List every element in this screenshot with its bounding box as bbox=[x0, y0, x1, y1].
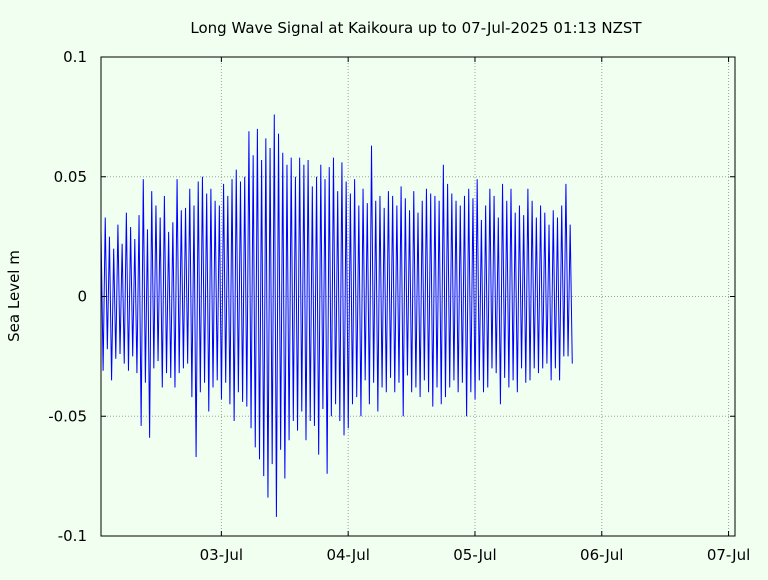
x-tick-label: 07-Jul bbox=[707, 546, 750, 564]
x-tick-label: 04-Jul bbox=[326, 546, 369, 564]
series-layer bbox=[100, 114, 573, 517]
y-tick-label: 0 bbox=[77, 288, 87, 306]
grid-layer bbox=[101, 57, 735, 536]
y-axis-label: Sea Level m bbox=[5, 250, 23, 342]
y-tick-label: 0.1 bbox=[63, 48, 87, 66]
x-tick-label: 03-Jul bbox=[200, 546, 243, 564]
chart-title: Long Wave Signal at Kaikoura up to 07-Ju… bbox=[190, 19, 642, 37]
x-tick-label: 06-Jul bbox=[580, 546, 623, 564]
y-tick-label: 0.05 bbox=[54, 168, 87, 186]
series-line bbox=[100, 114, 573, 517]
y-tick-label: -0.1 bbox=[58, 527, 87, 545]
y-tick-label: -0.05 bbox=[48, 407, 87, 425]
x-tick-label: 05-Jul bbox=[453, 546, 496, 564]
tick-layer: 0.1 0.05 0 -0.05 -0.1 03-Jul 04-Jul 05-Jul 06-Ju… bbox=[48, 48, 750, 564]
